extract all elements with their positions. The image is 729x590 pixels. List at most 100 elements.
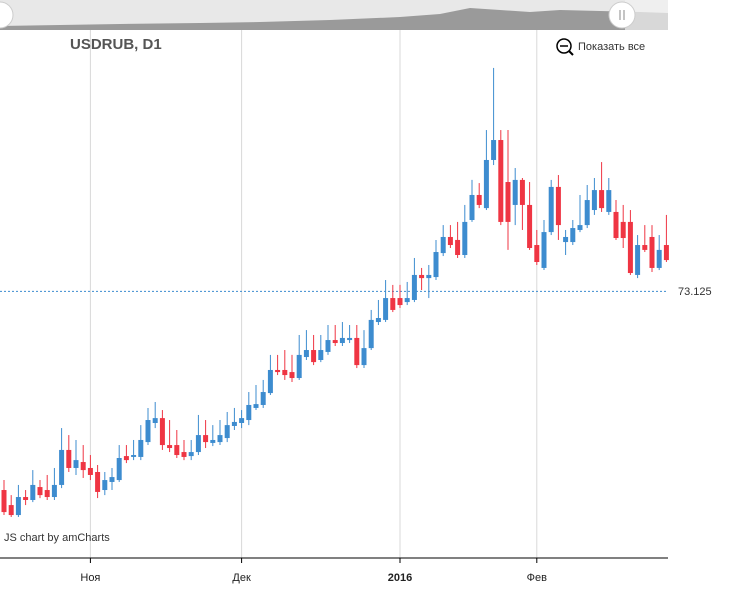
candle-body	[195, 435, 201, 453]
candle-body	[368, 319, 374, 349]
candle-body	[620, 221, 626, 239]
candle-body	[606, 190, 612, 212]
candle-body	[95, 472, 101, 492]
candle-body	[325, 340, 331, 352]
candle-body	[80, 462, 86, 471]
candle-body	[570, 228, 576, 243]
candle-body	[447, 236, 453, 246]
candle-body	[635, 245, 641, 275]
candle-body	[404, 298, 410, 303]
candle-body	[8, 505, 14, 516]
candle-body	[152, 418, 158, 423]
candle-body	[483, 159, 489, 209]
zoom-icon	[556, 38, 572, 54]
candles	[1, 67, 669, 517]
candle-body	[642, 245, 648, 250]
candle-body	[59, 449, 65, 485]
candle-body	[469, 194, 475, 220]
candle-body	[116, 458, 122, 481]
candle-body	[627, 221, 633, 274]
candle-body	[66, 449, 72, 468]
candle-body	[433, 252, 439, 278]
candle-body	[303, 350, 309, 358]
candle-body	[231, 421, 237, 426]
candle-body	[354, 337, 360, 366]
x-tick-label: Фев	[527, 572, 547, 584]
candle-body	[282, 369, 288, 376]
candle-body	[167, 445, 173, 449]
candle-body	[411, 274, 417, 300]
candle-body	[419, 274, 425, 279]
candle-body	[318, 350, 324, 360]
candle-body	[548, 186, 554, 233]
candle-body	[649, 236, 655, 268]
zoom-out-button[interactable]: Показать все	[556, 38, 645, 56]
candle-body	[159, 418, 165, 446]
candle-body	[347, 337, 353, 341]
candle-body	[375, 318, 381, 323]
candle-body	[390, 298, 396, 310]
candle-body	[527, 204, 533, 248]
candle-body	[613, 211, 619, 239]
candle-body	[253, 404, 259, 408]
x-tick-label: Дек	[232, 572, 251, 584]
candle-body	[599, 190, 605, 209]
candle-body	[1, 490, 7, 513]
zoom-out-label[interactable]: Показать все	[578, 41, 645, 53]
zoom-icon-handle	[568, 50, 574, 56]
candle-body	[577, 225, 583, 230]
candle-body	[181, 452, 187, 457]
grid	[0, 30, 668, 563]
candle-body	[174, 445, 180, 456]
candle-body	[555, 186, 561, 226]
candle-body	[15, 497, 21, 516]
guide-label: 73.125	[678, 286, 712, 298]
candle-body	[224, 425, 230, 439]
candle-body	[491, 140, 497, 160]
chart-title: USDRUB, D1	[70, 36, 162, 53]
candle-body	[498, 140, 504, 222]
candle-body	[275, 369, 281, 373]
candle-body	[44, 490, 50, 498]
candle-body	[30, 484, 36, 500]
candle-body	[440, 236, 446, 254]
x-tick-label: Ноя	[80, 572, 100, 584]
candle-body	[584, 200, 590, 226]
candle-body	[663, 245, 669, 261]
candle-body	[311, 350, 317, 363]
candle-body	[505, 182, 511, 222]
scrollbar-grip-left[interactable]	[0, 1, 14, 29]
candle-body	[397, 298, 403, 306]
candle-body	[131, 455, 137, 457]
scrollbar-graph	[0, 8, 668, 30]
candle-body	[563, 236, 569, 243]
candle-body	[476, 194, 482, 205]
candle-body	[296, 354, 302, 379]
candle-body	[332, 340, 338, 344]
candle-body	[591, 190, 597, 211]
candle-body	[203, 435, 209, 443]
candle-body	[123, 456, 129, 461]
candle-body	[512, 179, 518, 205]
candle-body	[51, 484, 57, 498]
candle-body	[210, 439, 216, 443]
candle-body	[239, 418, 245, 423]
candle-body	[289, 372, 295, 379]
candle-body	[23, 497, 29, 500]
scrollbar-grip-right[interactable]	[608, 1, 636, 29]
candle-body	[138, 439, 144, 457]
candle-body	[339, 337, 345, 344]
candle-body	[260, 392, 266, 405]
candle-body	[361, 348, 367, 366]
candle-body	[246, 404, 252, 421]
candle-body	[73, 460, 79, 468]
candle-body	[455, 239, 461, 255]
candle-body	[383, 298, 389, 320]
candle-body	[102, 480, 108, 491]
candle-body	[188, 452, 194, 457]
credit: JS chart by amCharts	[4, 532, 110, 544]
candle-body	[267, 369, 273, 394]
candle-body	[217, 435, 223, 443]
candle-body	[145, 420, 151, 443]
